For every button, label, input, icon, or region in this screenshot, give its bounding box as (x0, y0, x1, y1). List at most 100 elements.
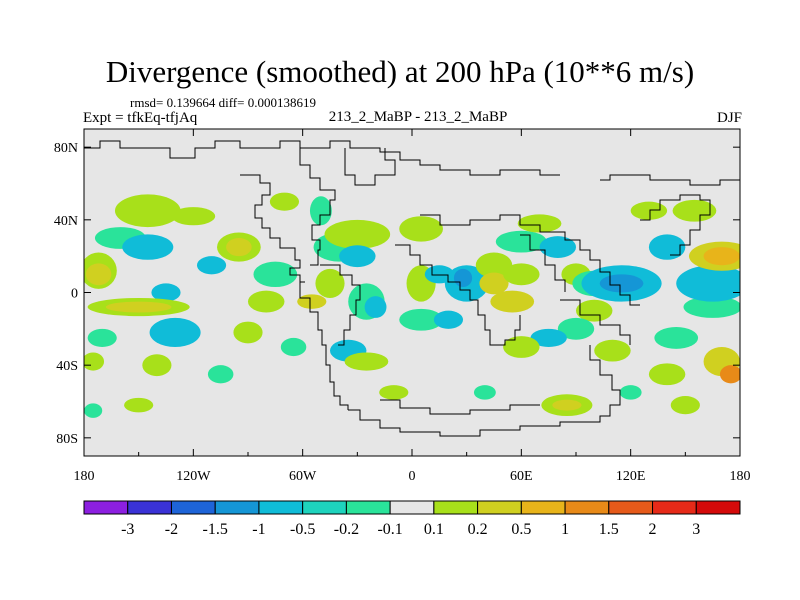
divergence-region-58 (654, 327, 699, 349)
divergence-region-5 (85, 263, 112, 286)
coastline-asia-north (600, 174, 740, 186)
divergence-region-69 (619, 385, 642, 400)
divergence-region-26 (324, 219, 391, 249)
colorbar-swatch (302, 500, 347, 515)
colorbar-label: -2 (165, 521, 178, 538)
colorbar-swatch (389, 500, 435, 515)
colorbar-label: -0.2 (334, 521, 359, 538)
divergence-region-17 (226, 238, 252, 257)
coastline-australia (560, 299, 631, 345)
divergence-region-10 (87, 328, 117, 347)
coastline-asia-east (640, 194, 711, 256)
divergence-region-21 (233, 321, 263, 344)
colorbar-swatch (433, 500, 479, 515)
colorbar-swatch (695, 500, 741, 515)
coastline-europe-africa (395, 244, 521, 346)
divergence-region-14 (124, 397, 154, 413)
colorbar-label: 1 (561, 521, 569, 538)
divergence-region-29 (297, 294, 327, 309)
divergence-region-66 (648, 363, 686, 386)
coastline-greenland-north (84, 140, 560, 176)
coastline-north-america-east (299, 148, 336, 266)
divergence-region-47 (517, 214, 562, 233)
colorbar-label: 1.5 (599, 521, 619, 538)
divergence-region-11 (84, 352, 105, 371)
axis-ticks (83, 129, 741, 456)
divergence-region-64 (672, 199, 717, 222)
coastlines (84, 140, 740, 437)
colorbar-swatch (127, 500, 172, 515)
divergence-region-23 (269, 192, 300, 211)
lon-label: 60W (289, 469, 317, 484)
colorbar-swatch (170, 500, 216, 515)
divergence-region-63 (648, 234, 686, 260)
divergence-region-0 (114, 194, 181, 228)
colorbar-swatch (520, 500, 566, 515)
colorbar-label: -0.5 (290, 521, 315, 538)
divergence-region-53 (576, 299, 613, 322)
divergence-region-39 (433, 310, 464, 329)
lat-label: 40S (56, 359, 78, 374)
colorbar-label: -1.5 (203, 521, 228, 538)
divergence-region-9 (149, 317, 201, 347)
colorbar-label: -3 (121, 521, 134, 538)
coastline-south-america-east (320, 264, 361, 346)
divergence-region-33 (344, 352, 389, 371)
divergence-region-27 (339, 245, 376, 268)
divergence-region-19 (253, 261, 298, 288)
colorbar-swatch (345, 500, 391, 515)
colorbar-label: 0.1 (424, 521, 444, 538)
experiment-label: Expt = tfkEq-tfjAq (83, 110, 198, 126)
divergence-region-45 (490, 290, 535, 313)
colorbar-swatch (214, 500, 260, 515)
colorbar-label: -0.1 (377, 521, 402, 538)
coastline-antarctica-inner (380, 399, 540, 415)
colorbar-label: 2 (649, 521, 657, 538)
colorbar-swatch (564, 500, 610, 515)
divergence-region-8 (105, 301, 172, 313)
lon-label: 180 (74, 469, 95, 484)
comparison-label: 213_2_MaBP - 213_2_MaBP (328, 109, 508, 125)
lat-label: 80S (56, 432, 78, 447)
colorbar: -3 -2 -1.5 -1 -0.5 -0.2 -0.1 0.1 0.2 0.5 1 1.5 2 3 (83, 500, 741, 538)
divergence-region-59 (683, 296, 740, 318)
colorbar-swatch (477, 500, 522, 515)
divergence-region-6 (151, 283, 181, 302)
colorbar-label: 3 (692, 521, 700, 538)
divergence-region-71 (552, 399, 582, 411)
divergence-region-43 (479, 272, 509, 295)
colorbar-swatch (652, 500, 697, 515)
coastline-greenland (344, 148, 396, 186)
lat-label: 40N (54, 214, 78, 229)
divergence-contours (84, 192, 740, 418)
divergence-region-12 (142, 354, 172, 377)
coastline-india (520, 234, 566, 292)
map-title: Divergence (smoothed) at 200 hPa (10**6 … (105, 54, 695, 89)
season-label: DJF (716, 110, 742, 126)
colorbar-swatch (83, 500, 129, 515)
divergence-region-72 (670, 396, 700, 415)
colorbar-label: 0.5 (511, 521, 531, 538)
divergence-region-22 (280, 337, 307, 357)
coastline-asia (420, 214, 640, 306)
divergence-region-28 (315, 268, 345, 298)
lon-label: 180 (730, 469, 751, 484)
divergence-region-41 (453, 268, 473, 288)
divergence-region-55 (530, 328, 567, 347)
divergence-region-34 (379, 385, 409, 400)
divergence-region-65 (630, 201, 668, 220)
coastline-antarctica (348, 345, 621, 437)
divergence-region-52 (599, 274, 644, 293)
divergence-region-13 (207, 365, 234, 384)
lon-label: 120W (176, 469, 211, 484)
divergence-region-48 (539, 236, 576, 258)
divergence-region-54 (557, 317, 595, 340)
divergence-region-56 (503, 336, 540, 358)
divergence-region-44 (503, 263, 540, 286)
rmsd-diff-text: rmsd= 0.139664 diff= 0.000138619 (130, 95, 316, 110)
lat-label: 80N (54, 141, 78, 156)
divergence-region-38 (399, 308, 443, 331)
colorbar-label: -1 (252, 521, 265, 538)
divergence-region-24 (309, 196, 332, 226)
